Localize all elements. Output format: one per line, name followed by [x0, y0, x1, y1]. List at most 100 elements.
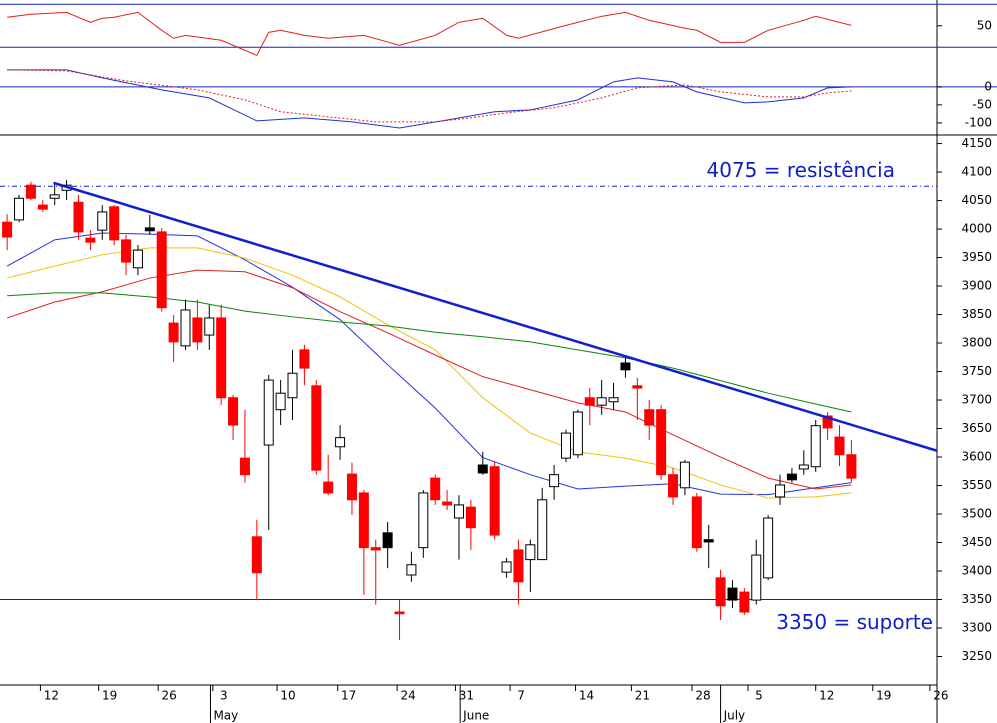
candle-body: [192, 317, 203, 343]
x-tick-label: 28: [695, 689, 710, 703]
candle-body: [2, 221, 13, 238]
candle-body: [251, 536, 262, 574]
candle-body: [846, 454, 857, 479]
y-tick-label: -50: [972, 97, 992, 111]
x-tick-label: 19: [102, 689, 117, 703]
y-tick-label: 3800: [961, 336, 992, 350]
trend-line: [53, 181, 938, 452]
candle-body: [311, 385, 322, 471]
x-tick-label: 12: [819, 689, 834, 703]
candle-body: [37, 204, 48, 210]
y-tick-label: 3500: [961, 507, 992, 521]
candle-body: [358, 492, 369, 549]
y-tick-label: 4000: [961, 222, 992, 236]
y-tick-label: 3750: [961, 364, 992, 378]
indicator-line: [7, 11, 852, 56]
candle-body: [465, 506, 476, 529]
x-tick-label: 21: [635, 689, 650, 703]
candle-body: [370, 547, 381, 551]
x-tick-label: 14: [579, 689, 594, 703]
candle-body: [798, 464, 809, 470]
y-tick-label: 3350: [961, 592, 992, 606]
candle-body: [822, 415, 833, 429]
y-tick-label: 3900: [961, 279, 992, 293]
candle-body: [572, 411, 583, 456]
candle-body: [691, 496, 702, 549]
y-tick-label: -100: [965, 115, 992, 129]
candle-body: [132, 249, 143, 269]
candle-body: [549, 474, 560, 488]
candle-body: [775, 484, 786, 498]
candle-body: [335, 437, 346, 448]
candle-body: [239, 457, 250, 476]
candle-body: [180, 309, 191, 347]
candle-body: [228, 397, 239, 426]
candle-body: [121, 239, 132, 263]
candle-body: [668, 474, 679, 498]
candle-body: [299, 349, 310, 369]
candle-body: [620, 362, 631, 371]
candle-body: [453, 504, 464, 519]
x-tick-label: 26: [162, 689, 177, 703]
x-tick-label: 17: [341, 689, 356, 703]
moving-average: [7, 292, 852, 413]
candle-body: [477, 464, 488, 474]
candle-body: [739, 591, 750, 613]
candle-body: [703, 539, 714, 543]
y-tick-label: 4150: [961, 136, 992, 150]
y-tick-label: 0: [984, 79, 992, 93]
y-tick-label: 3250: [961, 649, 992, 663]
level-label: 3350 = suporte: [776, 610, 933, 634]
moving-average: [7, 247, 852, 499]
candle-body: [561, 432, 572, 459]
candle-body: [810, 425, 821, 468]
candle-body: [14, 197, 25, 221]
y-tick-label: 3950: [961, 250, 992, 264]
x-tick-label: 10: [280, 689, 295, 703]
x-tick-label: 31: [459, 689, 474, 703]
y-tick-label: 3450: [961, 535, 992, 549]
candle-body: [97, 211, 108, 231]
x-tick-label: 12: [44, 689, 59, 703]
candle-body: [144, 227, 155, 232]
candle-body: [216, 317, 227, 399]
candle-body: [834, 436, 845, 456]
candle-body: [525, 544, 536, 561]
candle-body: [489, 466, 500, 536]
y-tick-label: 3650: [961, 421, 992, 435]
candle-body: [763, 517, 774, 579]
x-tick-label: 5: [755, 689, 763, 703]
candle-body: [656, 409, 667, 476]
candle-body: [406, 564, 417, 576]
month-label: May: [213, 709, 238, 723]
x-tick-label: 19: [876, 689, 891, 703]
candle-body: [287, 372, 298, 399]
month-label: July: [723, 709, 746, 723]
candle-body: [513, 549, 524, 583]
y-tick-label: 3300: [961, 621, 992, 635]
candle-body: [727, 587, 738, 601]
candle-body: [596, 397, 607, 406]
candle-body: [430, 477, 441, 501]
level-label: 4075 = resistência: [707, 158, 896, 182]
y-tick-label: 3550: [961, 478, 992, 492]
x-tick-label: 24: [401, 689, 416, 703]
candle-body: [418, 492, 429, 549]
candle-body: [49, 194, 60, 199]
candle-body: [263, 379, 274, 446]
candle-body: [73, 201, 84, 233]
y-tick-label: 3850: [961, 307, 992, 321]
indicator-line: [7, 69, 852, 129]
candle-body: [537, 499, 548, 561]
candle-body: [204, 317, 215, 336]
candle-body: [632, 385, 643, 389]
candle-body: [751, 554, 762, 601]
candle-body: [382, 532, 393, 549]
x-tick-label: 3: [220, 689, 228, 703]
candle-body: [501, 561, 512, 573]
y-tick-label: 4100: [961, 165, 992, 179]
candle-body: [85, 237, 96, 243]
candle-body: [679, 461, 690, 489]
y-tick-label: 3600: [961, 450, 992, 464]
